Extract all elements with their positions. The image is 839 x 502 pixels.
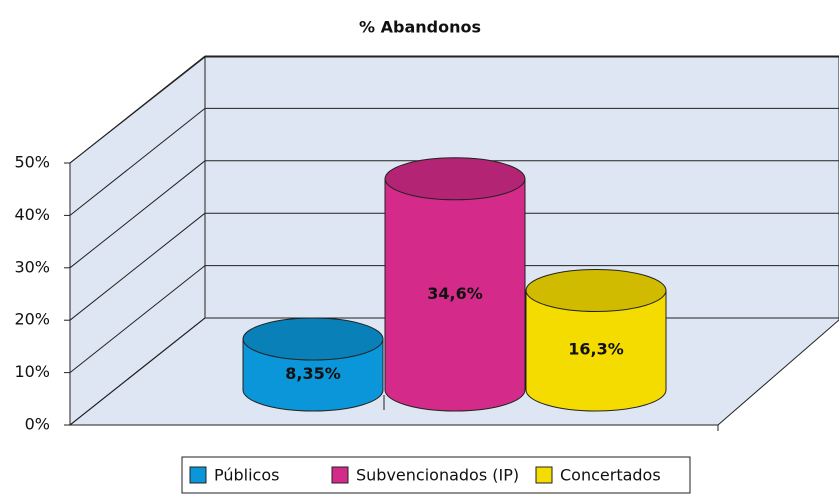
legend-label: Públicos [214,466,279,485]
value-label: 34,6% [427,284,483,303]
legend-label: Subvencionados (IP) [356,466,519,485]
y-tick-label: 30% [14,257,50,276]
legend-label: Concertados [560,466,661,485]
value-label: 16,3% [568,340,624,359]
chart-title: % Abandonos [359,18,481,37]
grid-line [69,317,206,426]
legend-box [181,456,691,494]
y-tick-label: 50% [14,153,50,172]
bar-top [242,317,384,361]
grid-line [69,160,206,269]
bar [525,289,667,412]
value-label: 8,35% [285,364,341,383]
legend-swatch [189,466,207,484]
y-tick-label: 20% [14,310,50,329]
grid-line [69,265,206,373]
grid-line [69,108,206,216]
y-tick-label: 0% [25,415,50,434]
grid-line [69,212,206,321]
y-tick-label: 40% [14,205,50,224]
bar [384,178,526,412]
y-tick-label: 10% [14,362,50,381]
legend-swatch [535,466,553,484]
bar-top [525,268,667,312]
bar-top [384,157,526,201]
legend-swatch [331,466,349,484]
grid-line [69,55,206,164]
